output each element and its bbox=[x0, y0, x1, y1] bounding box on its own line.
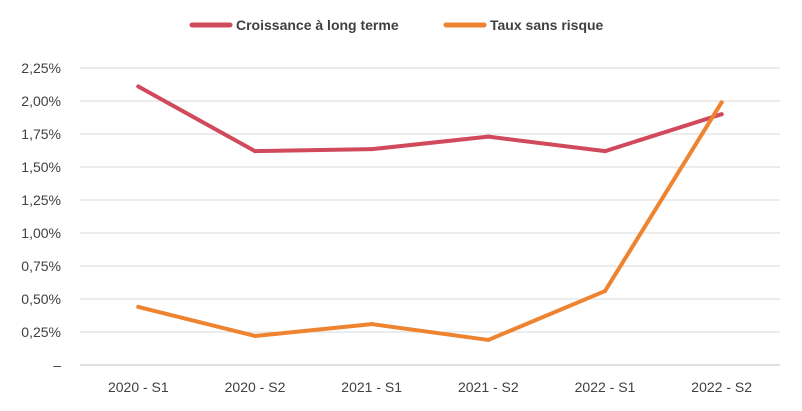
legend-label: Taux sans risque bbox=[490, 17, 604, 33]
x-axis-ticks: 2020 - S1 2020 - S2 2021 - S1 2021 - S2 2022… bbox=[108, 379, 752, 395]
data-point bbox=[253, 333, 257, 338]
legend: Croissance à long terme Taux sans risque bbox=[189, 17, 604, 33]
data-point bbox=[253, 149, 257, 154]
x-tick-label: 2022 - S2 bbox=[691, 379, 752, 395]
y-tick-label: 1,75% bbox=[21, 126, 61, 142]
y-tick-label: 0,25% bbox=[21, 324, 61, 340]
data-point bbox=[136, 304, 141, 309]
legend-label: Croissance à long terme bbox=[236, 17, 399, 33]
data-point bbox=[136, 84, 141, 89]
grid bbox=[80, 67, 780, 333]
x-tick-label: 2021 - S1 bbox=[341, 379, 402, 395]
y-tick-label: 0,75% bbox=[21, 258, 61, 274]
x-tick-label: 2021 - S2 bbox=[458, 379, 519, 395]
y-axis-ticks: – 0,25% 0,50% 0,75% 1,00% 1,25% 1,50% 1,75% 2,00… bbox=[21, 60, 61, 373]
series-line-1 bbox=[136, 100, 724, 342]
y-tick-label: 1,25% bbox=[21, 192, 61, 208]
x-tick-label: 2022 - S1 bbox=[575, 379, 636, 395]
y-tick-label: 0,50% bbox=[21, 291, 61, 307]
data-point bbox=[719, 112, 724, 117]
data-point bbox=[486, 134, 491, 139]
y-tick-label: 1,00% bbox=[21, 225, 61, 241]
x-tick-label: 2020 - S1 bbox=[108, 379, 169, 395]
data-point bbox=[369, 147, 374, 152]
data-point bbox=[603, 149, 607, 154]
series bbox=[136, 84, 724, 342]
y-tick-label: 2,00% bbox=[21, 93, 61, 109]
y-tick-label: 1,50% bbox=[21, 159, 61, 175]
data-point bbox=[603, 289, 607, 294]
data-point bbox=[369, 322, 374, 327]
data-point bbox=[486, 337, 491, 342]
y-tick-label: – bbox=[53, 357, 61, 373]
data-point bbox=[719, 100, 724, 105]
y-tick-label: 2,25% bbox=[21, 60, 61, 76]
x-tick-label: 2020 - S2 bbox=[225, 379, 286, 395]
series-line-0 bbox=[136, 84, 724, 154]
